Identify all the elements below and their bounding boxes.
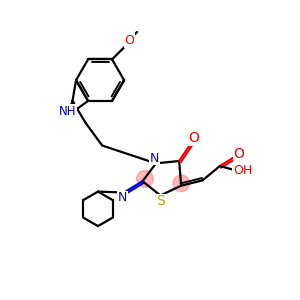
- Text: NH: NH: [58, 105, 76, 118]
- Circle shape: [173, 175, 190, 192]
- Text: S: S: [156, 194, 165, 208]
- Text: O: O: [124, 34, 134, 47]
- Text: O: O: [233, 147, 244, 160]
- Text: N: N: [118, 191, 127, 204]
- Circle shape: [136, 170, 153, 187]
- Text: N: N: [150, 152, 159, 164]
- Text: O: O: [188, 131, 199, 145]
- Text: OH: OH: [233, 164, 252, 177]
